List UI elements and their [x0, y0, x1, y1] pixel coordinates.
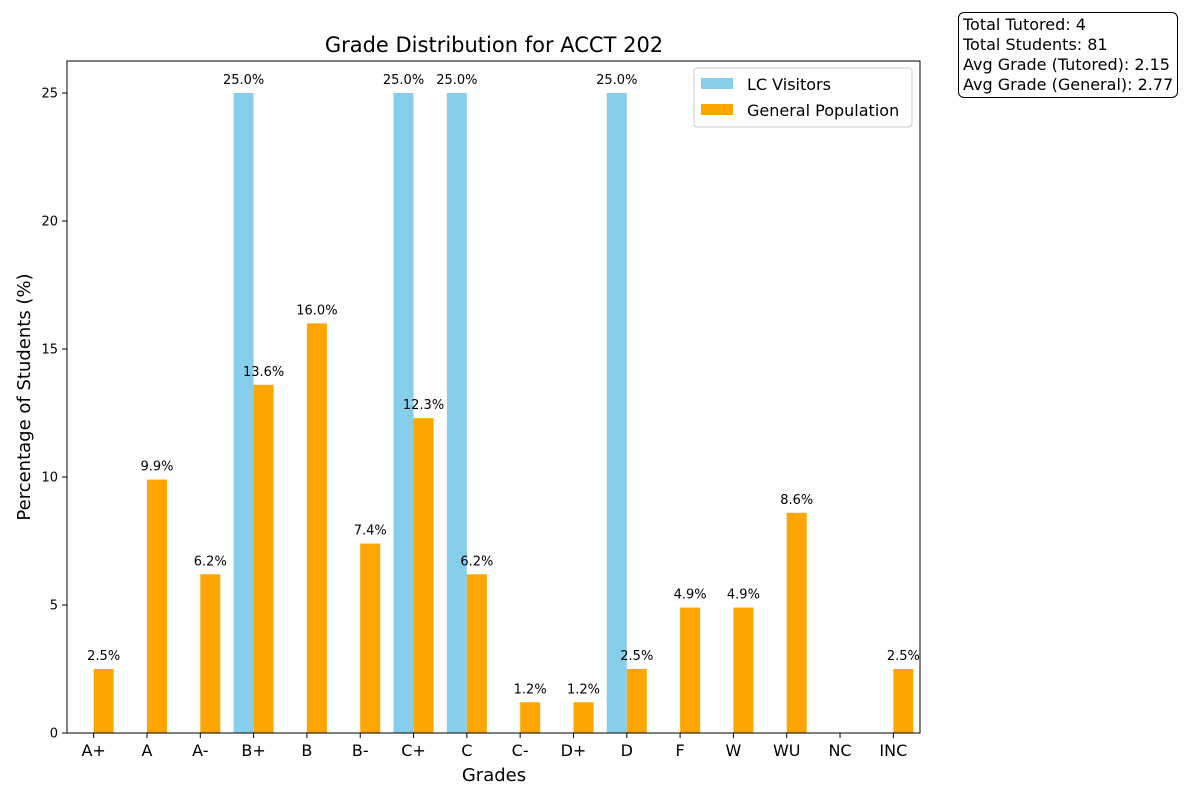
bar-general-population-cplus: [413, 418, 434, 733]
bars-group: [93, 93, 914, 733]
bar-general-population-a: [146, 479, 167, 733]
x-tick-label: D+: [561, 741, 587, 760]
total-tutored-text: Total Tutored: 4: [963, 15, 1086, 34]
data-label-lc-visitors: 25.0%: [383, 73, 424, 88]
bar-general-population-bminus: [360, 543, 381, 733]
y-tick-label: 15: [41, 343, 58, 358]
data-label-general-population: 6.2%: [194, 554, 227, 569]
legend-label-lc-visitors: LC Visitors: [747, 75, 831, 94]
avg-grade-general-text: Avg Grade (General): 2.77: [963, 75, 1174, 94]
bar-general-population-cminus: [520, 702, 541, 733]
x-tick-label: B-: [352, 741, 369, 760]
x-tick-label: B+: [241, 741, 265, 760]
x-tick-label: F: [675, 741, 684, 760]
x-tick-label: C-: [512, 741, 529, 760]
data-label-general-population: 13.6%: [243, 365, 284, 380]
bar-lc-visitors-c: [446, 93, 467, 733]
data-label-general-population: 6.2%: [460, 554, 493, 569]
axes-group: 0 5 10 15 20 25 A+ A A- B+ B B- C+ C C- D+ D F W WU NC INC: [41, 60, 921, 760]
stats-box: Total Tutored: 4 Total Students: 81 Avg …: [958, 12, 1179, 98]
bar-general-population-bplus: [253, 384, 274, 733]
data-label-lc-visitors: 25.0%: [436, 73, 477, 88]
y-tick-label: 5: [50, 599, 58, 614]
legend-swatch-lc-visitors: [701, 78, 733, 89]
bar-labels-group: 25.0% 25.0% 25.0% 25.0% 2.5% 9.9% 6.2% 13.6% 16.…: [87, 73, 920, 697]
legend-frame: [693, 67, 913, 128]
x-tick-label: NC: [828, 741, 851, 760]
y-tick-label: 0: [50, 727, 58, 742]
data-label-general-population: 2.5%: [87, 649, 120, 664]
bar-general-population-f: [680, 607, 701, 733]
data-label-general-population: 1.2%: [514, 682, 547, 697]
bar-general-population-w: [733, 607, 754, 733]
data-label-lc-visitors: 25.0%: [223, 73, 264, 88]
legend-swatch-general-population: [701, 104, 733, 115]
legend-label-general-population: General Population: [747, 101, 899, 120]
bar-general-population-c: [466, 574, 487, 733]
data-label-general-population: 8.6%: [780, 493, 813, 508]
plot-frame: [66, 60, 921, 734]
x-tick-label: WU: [773, 741, 801, 760]
bar-general-population-aminus: [200, 574, 221, 733]
y-tick-label: 20: [41, 215, 58, 230]
bar-general-population-inc: [893, 669, 914, 733]
bar-lc-visitors-bplus: [233, 93, 254, 733]
avg-grade-tutored-text: Avg Grade (Tutored): 2.15: [963, 55, 1170, 74]
total-students-text: Total Students: 81: [963, 35, 1108, 54]
data-label-general-population: 16.0%: [296, 303, 337, 318]
data-label-general-population: 4.9%: [674, 588, 707, 603]
x-tick-label: A: [141, 741, 152, 760]
bar-general-population-dplus: [573, 702, 594, 733]
data-label-general-population: 1.2%: [567, 682, 600, 697]
data-label-lc-visitors: 25.0%: [596, 73, 637, 88]
legend: LC Visitors General Population: [693, 67, 913, 128]
x-tick-label: B: [301, 741, 312, 760]
data-label-general-population: 4.9%: [727, 588, 760, 603]
x-tick-label: C+: [401, 741, 426, 760]
y-tick-label: 10: [41, 471, 58, 486]
bar-lc-visitors-d: [606, 93, 627, 733]
chart-title: Grade Distribution for ACCT 202: [325, 33, 663, 57]
x-tick-label: A+: [81, 741, 105, 760]
x-tick-label: W: [725, 741, 741, 760]
x-tick-label: A-: [192, 741, 208, 760]
data-label-general-population: 7.4%: [354, 524, 387, 539]
x-axis-label: Grades: [462, 765, 526, 786]
y-axis-label: Percentage of Students (%): [14, 273, 35, 520]
data-label-general-population: 2.5%: [620, 649, 653, 664]
x-tick-label: D: [621, 741, 633, 760]
y-tick-label: 25: [41, 87, 58, 102]
data-label-general-population: 12.3%: [403, 398, 444, 413]
x-tick-label: C: [461, 741, 472, 760]
x-tick-label: INC: [879, 741, 907, 760]
bar-general-population-d: [626, 669, 647, 733]
bar-general-population-wu: [786, 512, 807, 733]
bar-lc-visitors-cplus: [393, 93, 414, 733]
data-label-general-population: 2.5%: [887, 649, 920, 664]
bar-general-population-aplus: [93, 669, 114, 733]
data-label-general-population: 9.9%: [140, 460, 173, 475]
bar-general-population-b: [306, 323, 327, 733]
